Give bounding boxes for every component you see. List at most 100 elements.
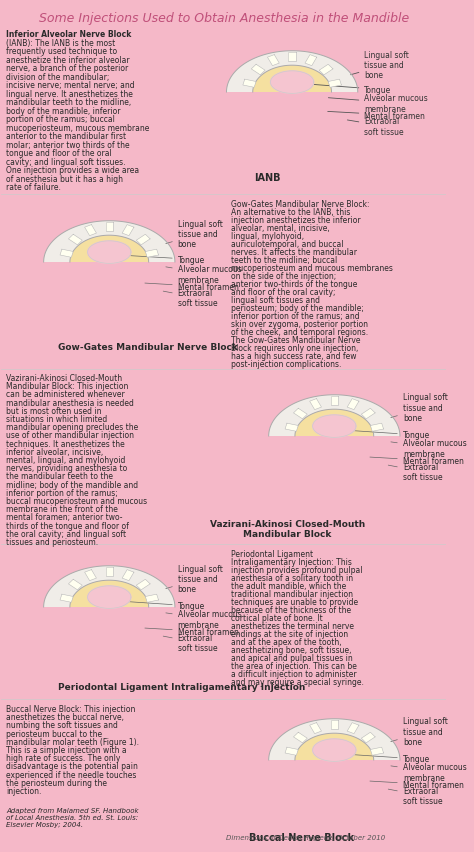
Text: IANB: IANB	[255, 173, 281, 183]
Polygon shape	[68, 579, 82, 590]
Text: mucoperiosteum, mucous membrane: mucoperiosteum, mucous membrane	[6, 124, 149, 132]
Text: Periodontal Ligament Intraligamentary Injection: Periodontal Ligament Intraligamentary In…	[58, 682, 305, 691]
Text: alveolar, mental, incisive,: alveolar, mental, incisive,	[231, 224, 330, 233]
Text: Block requires only one injection,: Block requires only one injection,	[231, 343, 358, 353]
Text: the periosteum during the: the periosteum during the	[6, 778, 107, 787]
Polygon shape	[313, 416, 356, 438]
Text: Mental foramen: Mental foramen	[145, 628, 238, 636]
Polygon shape	[313, 739, 356, 762]
Text: buccal mucoperiosteum and mucous: buccal mucoperiosteum and mucous	[6, 497, 147, 505]
Polygon shape	[370, 423, 383, 432]
Text: mucoperiosteum and mucous membranes: mucoperiosteum and mucous membranes	[231, 263, 393, 273]
Text: mandibular opening precludes the: mandibular opening precludes the	[6, 423, 138, 432]
Polygon shape	[88, 242, 131, 264]
Text: and at the apex of the tooth,: and at the apex of the tooth,	[231, 637, 342, 646]
Text: Alveolar mucous
membrane: Alveolar mucous membrane	[166, 265, 241, 285]
Polygon shape	[347, 722, 359, 734]
Text: tongue and floor of the oral: tongue and floor of the oral	[6, 149, 112, 158]
Text: has a high success rate, and few: has a high success rate, and few	[231, 352, 356, 360]
Polygon shape	[60, 250, 73, 258]
Text: Mental foramen: Mental foramen	[145, 283, 238, 292]
Text: disadvantage is the potential pain: disadvantage is the potential pain	[6, 762, 138, 770]
Text: mental foramen; anterior two-: mental foramen; anterior two-	[6, 513, 123, 521]
Text: incisive nerve; mental nerve; and: incisive nerve; mental nerve; and	[6, 81, 135, 90]
Polygon shape	[271, 72, 314, 95]
Polygon shape	[251, 66, 265, 76]
Polygon shape	[293, 733, 307, 743]
Polygon shape	[361, 409, 375, 419]
Text: Tongue: Tongue	[354, 431, 430, 440]
Text: inferior portion of the ramus; and: inferior portion of the ramus; and	[231, 312, 360, 320]
Polygon shape	[285, 423, 298, 432]
Polygon shape	[106, 567, 113, 577]
Text: mandibular anesthesia is needed: mandibular anesthesia is needed	[6, 398, 134, 407]
Text: rate of failure.: rate of failure.	[6, 183, 61, 192]
Polygon shape	[330, 720, 338, 729]
Text: injection.: injection.	[6, 786, 42, 795]
Text: nerves. It affects the mandibular: nerves. It affects the mandibular	[231, 248, 357, 256]
Text: injection anesthetizes the inferior: injection anesthetizes the inferior	[231, 216, 361, 225]
Polygon shape	[295, 734, 374, 760]
Text: Extraoral
soft tissue: Extraoral soft tissue	[388, 463, 442, 482]
Text: anesthetizing bone, soft tissue,: anesthetizing bone, soft tissue,	[231, 645, 352, 654]
Polygon shape	[70, 236, 149, 262]
Text: anesthetizes the buccal nerve,: anesthetizes the buccal nerve,	[6, 712, 124, 722]
Text: membrane in the front of the: membrane in the front of the	[6, 504, 118, 514]
Polygon shape	[227, 52, 358, 93]
Text: Vazirani-Akinosi Closed-Mouth
Mandibular Block: Vazirani-Akinosi Closed-Mouth Mandibular…	[210, 520, 365, 538]
Polygon shape	[253, 66, 331, 93]
Text: division of the mandibular;: division of the mandibular;	[6, 72, 109, 82]
Text: inferior portion of the ramus;: inferior portion of the ramus;	[6, 488, 118, 498]
Polygon shape	[122, 570, 134, 581]
Text: anesthesia of a solitary tooth in: anesthesia of a solitary tooth in	[231, 573, 353, 582]
Text: Extraoral
soft tissue: Extraoral soft tissue	[388, 786, 442, 805]
Text: use of other mandibular injection: use of other mandibular injection	[6, 431, 134, 440]
Text: Mental foramen: Mental foramen	[328, 112, 425, 120]
Text: anesthetize the inferior alveolar: anesthetize the inferior alveolar	[6, 55, 130, 65]
Text: Extraoral
soft tissue: Extraoral soft tissue	[347, 118, 404, 136]
Text: Tongue: Tongue	[354, 755, 430, 763]
Text: body of the mandible, inferior: body of the mandible, inferior	[6, 106, 121, 115]
Text: lingual nerve. It anesthetizes the: lingual nerve. It anesthetizes the	[6, 89, 133, 98]
Text: midline; body of the mandible and: midline; body of the mandible and	[6, 480, 138, 489]
Text: frequently used technique to: frequently used technique to	[6, 47, 117, 56]
Text: auriculotemporal, and buccal: auriculotemporal, and buccal	[231, 239, 344, 249]
Text: mental, lingual, and mylohyoid: mental, lingual, and mylohyoid	[6, 456, 126, 464]
Text: mandibular molar teeth (Figure 1).: mandibular molar teeth (Figure 1).	[6, 737, 139, 746]
Polygon shape	[122, 226, 134, 236]
Text: Lingual soft
tissue and
bone: Lingual soft tissue and bone	[166, 219, 223, 249]
Text: numbing the soft tissues and: numbing the soft tissues and	[6, 721, 118, 729]
Text: Vazirani-Akinosi Closed-Mouth: Vazirani-Akinosi Closed-Mouth	[6, 373, 122, 383]
Text: tissues and periosteum.: tissues and periosteum.	[6, 538, 98, 546]
Text: The Gow-Gates Mandibular Nerve: The Gow-Gates Mandibular Nerve	[231, 336, 361, 344]
Text: Extraoral
soft tissue: Extraoral soft tissue	[163, 633, 218, 653]
Text: Mental foramen: Mental foramen	[370, 457, 464, 466]
Text: This is a simple injection with a: This is a simple injection with a	[6, 746, 127, 754]
Text: Intraligamentary Injection: This: Intraligamentary Injection: This	[231, 557, 352, 567]
Text: (IANB): The IANB is the most: (IANB): The IANB is the most	[6, 38, 115, 48]
Text: Alveolar mucous
membrane: Alveolar mucous membrane	[391, 439, 466, 458]
Polygon shape	[85, 226, 96, 236]
Polygon shape	[146, 250, 158, 258]
Text: Gow-Gates Mandibular Nerve Block:: Gow-Gates Mandibular Nerve Block:	[231, 199, 370, 209]
Text: high rate of success. The only: high rate of success. The only	[6, 753, 120, 763]
Text: on the side of the injection;: on the side of the injection;	[231, 272, 337, 280]
Text: Gow-Gates Mandibular Nerve Block: Gow-Gates Mandibular Nerve Block	[58, 343, 237, 352]
Text: post-injection complications.: post-injection complications.	[231, 360, 342, 369]
Text: of anesthesia but it has a high: of anesthesia but it has a high	[6, 175, 123, 183]
Polygon shape	[293, 409, 307, 419]
Polygon shape	[305, 55, 317, 66]
Text: skin over zygoma, posterior portion: skin over zygoma, posterior portion	[231, 320, 368, 329]
Text: lingual, mylohyoid,: lingual, mylohyoid,	[231, 232, 304, 241]
Text: teeth to the midline; buccal: teeth to the midline; buccal	[231, 256, 337, 265]
Text: cortical plate of bone. It: cortical plate of bone. It	[231, 613, 323, 622]
Text: One injection provides a wide area: One injection provides a wide area	[6, 166, 139, 175]
Text: thirds of the tongue and floor of: thirds of the tongue and floor of	[6, 521, 129, 530]
Text: An alternative to the IANB, this: An alternative to the IANB, this	[231, 208, 351, 216]
Text: Lingual soft
tissue and
bone: Lingual soft tissue and bone	[166, 564, 223, 594]
Text: techniques are unable to provide: techniques are unable to provide	[231, 597, 358, 607]
Polygon shape	[70, 580, 149, 607]
Polygon shape	[146, 595, 158, 602]
Polygon shape	[137, 579, 150, 590]
Text: and floor of the oral cavity;: and floor of the oral cavity;	[231, 288, 336, 296]
